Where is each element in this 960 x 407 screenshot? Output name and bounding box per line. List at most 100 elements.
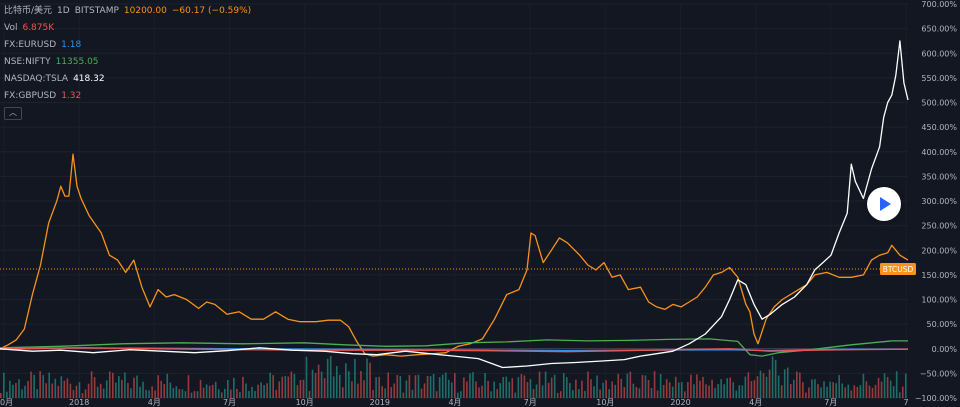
volume-bar xyxy=(578,389,580,398)
play-icon xyxy=(880,197,891,211)
volume-bar xyxy=(390,387,393,398)
play-button[interactable] xyxy=(867,187,901,221)
volume-bar xyxy=(45,383,47,398)
legend-collapse-button[interactable]: ︿ xyxy=(4,107,22,120)
volume-bar xyxy=(30,371,32,398)
legend-compare-tsla[interactable]: NASDAQ:TSLA 418.32 xyxy=(4,71,251,88)
volume-bar xyxy=(593,386,595,398)
volume-bar xyxy=(323,378,326,398)
volume-bar xyxy=(768,369,771,398)
legend-volume-row[interactable]: Vol 6.875K xyxy=(4,20,251,37)
volume-bar xyxy=(115,382,117,398)
volume-bar xyxy=(723,384,725,398)
volume-bar xyxy=(296,385,299,398)
volume-bar xyxy=(305,356,308,398)
volume-bar xyxy=(759,370,762,398)
volume-bar xyxy=(447,379,450,398)
volume-bar xyxy=(844,387,847,398)
volume-bar xyxy=(874,384,877,398)
volume-bar xyxy=(696,374,698,398)
volume-bar xyxy=(553,374,556,398)
volume-bar xyxy=(202,387,205,398)
volume-bar xyxy=(529,379,532,398)
volume-bar xyxy=(317,364,320,398)
volume-bar xyxy=(693,384,695,398)
volume-bar xyxy=(366,358,368,398)
volume-bar xyxy=(835,383,837,398)
volume-bar xyxy=(281,376,284,398)
volume-bar xyxy=(774,359,777,398)
volume-bar xyxy=(81,392,84,398)
volume-bar xyxy=(57,385,60,398)
volume-bar xyxy=(354,358,356,398)
volume-bar xyxy=(535,384,538,398)
x-tick-label: 7 xyxy=(903,398,908,407)
volume-bar xyxy=(6,391,8,398)
x-tick-label: 10月 xyxy=(0,398,13,407)
volume-bar xyxy=(387,372,390,398)
volume-bar xyxy=(620,378,623,398)
volume-bar xyxy=(750,381,753,398)
volume-bar xyxy=(139,386,141,398)
volume-bar xyxy=(78,382,81,398)
volume-bar xyxy=(326,358,329,398)
volume-bar xyxy=(538,371,541,398)
volume-bar xyxy=(705,384,707,398)
volume-bar xyxy=(587,371,589,398)
volume-bar xyxy=(378,376,380,398)
volume-bar xyxy=(572,389,574,398)
volume-bar xyxy=(457,392,459,398)
volume-bar xyxy=(650,387,653,398)
volume-bar xyxy=(287,376,290,398)
legend: 比特币/美元 1D BITSTAMP 10200.00 −60.17 (−0.5… xyxy=(4,3,251,120)
y-tick-label: 150.00% xyxy=(921,271,957,280)
volume-bar xyxy=(484,373,486,398)
volume-bar xyxy=(178,389,181,398)
legend-change: −60.17 (−0.59%) xyxy=(171,6,252,16)
volume-bar xyxy=(732,382,735,398)
legend-compare-eurusd[interactable]: FX:EURUSD 1.18 xyxy=(4,37,251,54)
volume-bar xyxy=(60,376,63,398)
x-tick-label: 10月 xyxy=(296,398,314,407)
volume-bar xyxy=(196,391,199,398)
volume-bar xyxy=(783,369,786,398)
volume-bar xyxy=(747,372,750,398)
volume-bar xyxy=(481,385,483,398)
volume-bar xyxy=(111,372,114,398)
volume-bar xyxy=(254,390,256,398)
volume-bar xyxy=(72,390,75,398)
volume-bar xyxy=(345,363,347,398)
volume-bar xyxy=(690,374,692,398)
volume-bar xyxy=(0,393,2,398)
volume-bar xyxy=(738,385,741,398)
volume-bar xyxy=(181,389,184,398)
volume-bar xyxy=(777,375,780,398)
volume-bar xyxy=(230,389,232,398)
volume-bar xyxy=(454,373,456,398)
compare-value: 1.32 xyxy=(61,91,82,101)
volume-bar xyxy=(868,385,871,398)
volume-bar xyxy=(211,384,214,398)
volume-bar xyxy=(502,377,505,398)
x-tick-label: 10月 xyxy=(596,398,614,407)
volume-bar xyxy=(850,390,853,398)
legend-compare-nifty[interactable]: NSE:NIFTY 11355.05 xyxy=(4,54,251,71)
volume-bar xyxy=(429,376,432,398)
volume-bar xyxy=(223,388,226,398)
volume-bar xyxy=(883,373,886,398)
volume-bar xyxy=(96,386,99,398)
volume-bar xyxy=(151,386,153,398)
volume-bar xyxy=(154,390,156,398)
volume-bar xyxy=(63,380,66,398)
volume-bar xyxy=(684,391,686,398)
legend-compare-gbpusd[interactable]: FX:GBPUSD 1.32 xyxy=(4,88,251,105)
volume-bar xyxy=(841,383,844,398)
volume-bar xyxy=(272,375,274,398)
volume-bar xyxy=(329,356,332,398)
volume-bar xyxy=(490,391,492,398)
volume-bar xyxy=(411,389,414,398)
volume-bar xyxy=(811,379,813,398)
legend-main-row[interactable]: 比特币/美元 1D BITSTAMP 10200.00 −60.17 (−0.5… xyxy=(4,3,251,20)
volume-bar xyxy=(21,389,23,398)
